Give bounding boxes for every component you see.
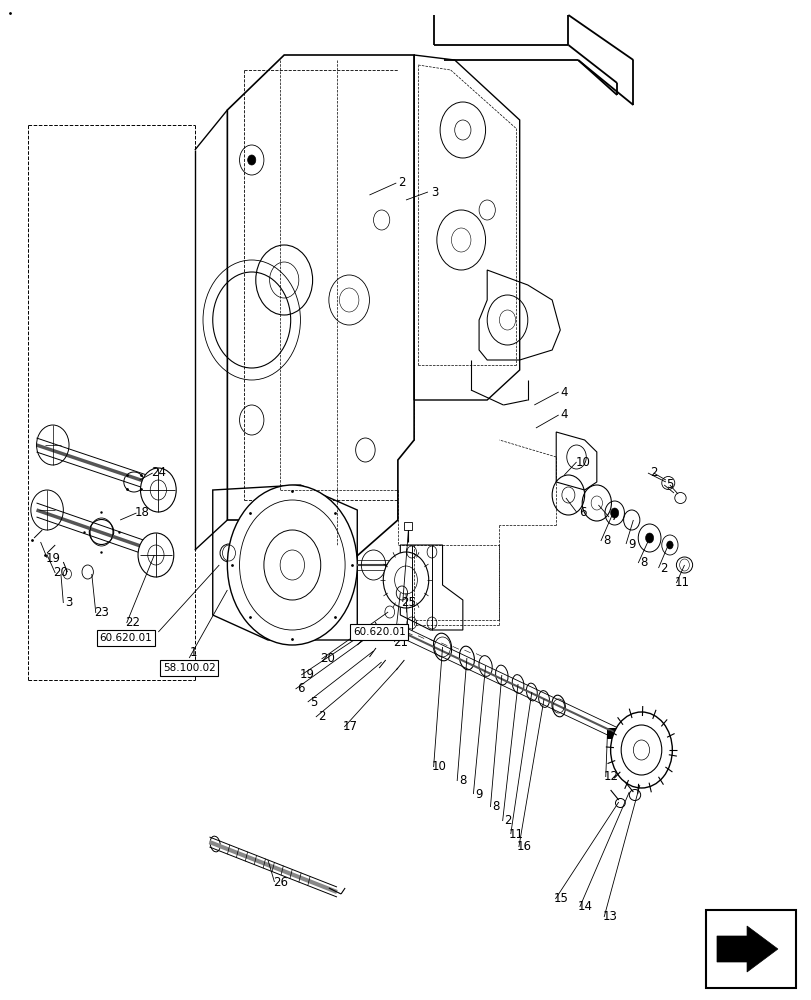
Circle shape xyxy=(140,468,176,512)
Text: 60.620.01: 60.620.01 xyxy=(353,627,405,637)
Text: 3: 3 xyxy=(430,186,438,198)
Text: 18: 18 xyxy=(135,506,149,520)
Text: 26: 26 xyxy=(273,876,288,888)
Text: 16: 16 xyxy=(517,840,531,854)
Text: 20: 20 xyxy=(320,652,334,666)
Polygon shape xyxy=(716,926,777,972)
Text: 4: 4 xyxy=(560,408,568,422)
Circle shape xyxy=(666,541,672,549)
Text: 11: 11 xyxy=(508,828,523,840)
Text: 9: 9 xyxy=(627,538,635,550)
Text: 19: 19 xyxy=(299,668,314,682)
Text: 22: 22 xyxy=(125,616,139,630)
Text: 4: 4 xyxy=(560,385,568,398)
Bar xyxy=(607,728,620,738)
Text: 5: 5 xyxy=(309,696,317,708)
Text: 3: 3 xyxy=(65,596,73,609)
Text: 19: 19 xyxy=(45,552,60,564)
Text: 14: 14 xyxy=(577,900,592,914)
Text: 58.100.02: 58.100.02 xyxy=(163,663,215,673)
Text: 8: 8 xyxy=(639,556,647,570)
Text: 6: 6 xyxy=(297,682,305,696)
Circle shape xyxy=(610,712,672,788)
Text: 9: 9 xyxy=(474,788,483,800)
Bar xyxy=(404,522,412,530)
Text: 13: 13 xyxy=(602,910,616,924)
Circle shape xyxy=(610,508,618,518)
Circle shape xyxy=(645,533,653,543)
Text: 7: 7 xyxy=(610,510,618,524)
Text: 25: 25 xyxy=(401,595,415,608)
Text: 2: 2 xyxy=(504,814,512,828)
Circle shape xyxy=(383,552,428,608)
Text: 2: 2 xyxy=(659,562,667,574)
Text: 5: 5 xyxy=(665,479,673,491)
Text: 20: 20 xyxy=(54,566,68,580)
Text: 8: 8 xyxy=(491,800,500,814)
Text: 8: 8 xyxy=(458,774,466,788)
Circle shape xyxy=(138,533,174,577)
Text: 15: 15 xyxy=(553,892,568,906)
Text: 2: 2 xyxy=(649,466,657,480)
Circle shape xyxy=(247,155,255,165)
Text: 6: 6 xyxy=(578,506,586,518)
Text: 11: 11 xyxy=(674,576,689,589)
Text: 10: 10 xyxy=(431,760,446,774)
Text: 17: 17 xyxy=(342,720,357,734)
Text: 8: 8 xyxy=(603,534,611,548)
Text: 10: 10 xyxy=(575,456,590,468)
Text: 12: 12 xyxy=(603,770,618,784)
Text: 21: 21 xyxy=(393,636,407,648)
Text: 23: 23 xyxy=(94,606,109,619)
Text: 1: 1 xyxy=(189,646,197,658)
Text: 24: 24 xyxy=(151,466,165,480)
Circle shape xyxy=(227,485,357,645)
Text: 2: 2 xyxy=(397,176,406,190)
Text: 2: 2 xyxy=(317,710,325,724)
Bar xyxy=(706,910,795,988)
Text: 60.620.01: 60.620.01 xyxy=(100,633,152,643)
